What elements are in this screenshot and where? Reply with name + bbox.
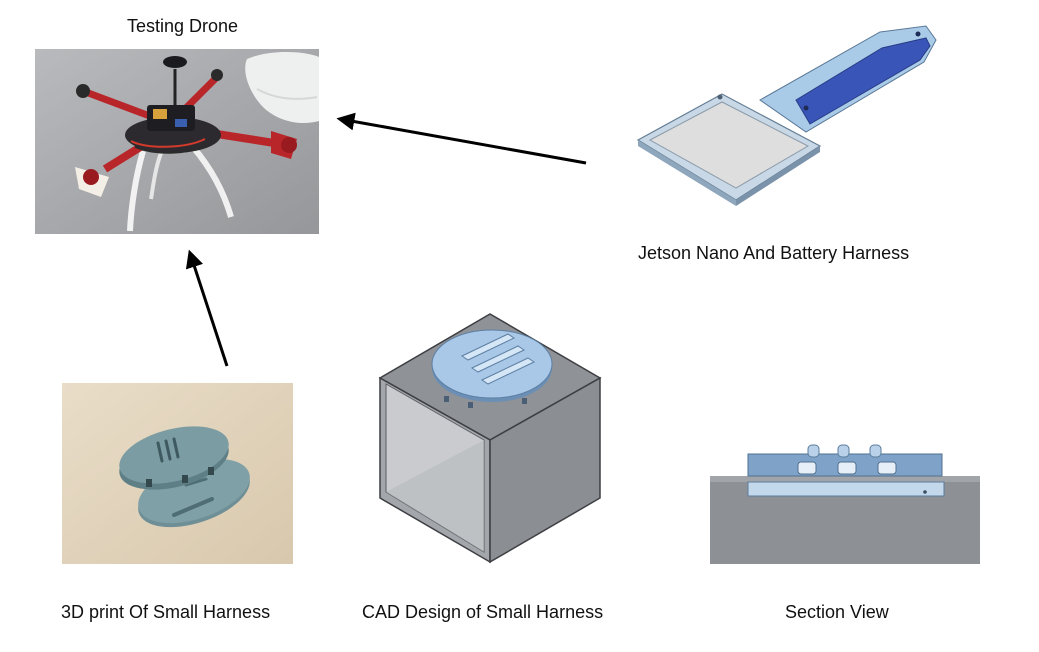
arrow-jetson-to-drone — [336, 112, 587, 165]
drone-photo — [35, 49, 319, 234]
section-view-cad — [708, 442, 982, 564]
small-harness-cad — [378, 312, 602, 564]
small-harness-3d-print-photo — [62, 383, 293, 564]
jetson-harness-cad — [630, 22, 940, 208]
arrow-print-to-drone — [185, 249, 229, 367]
caption-3d-print-small-harness: 3D print Of Small Harness — [61, 602, 271, 622]
caption-section-view: Section View — [785, 602, 889, 622]
caption-jetson-harness: Jetson Nano And Battery Harness — [638, 243, 910, 263]
caption-cad-small-harness: CAD Design of Small Harness — [362, 602, 604, 622]
caption-testing-drone: Testing Drone — [127, 16, 239, 36]
